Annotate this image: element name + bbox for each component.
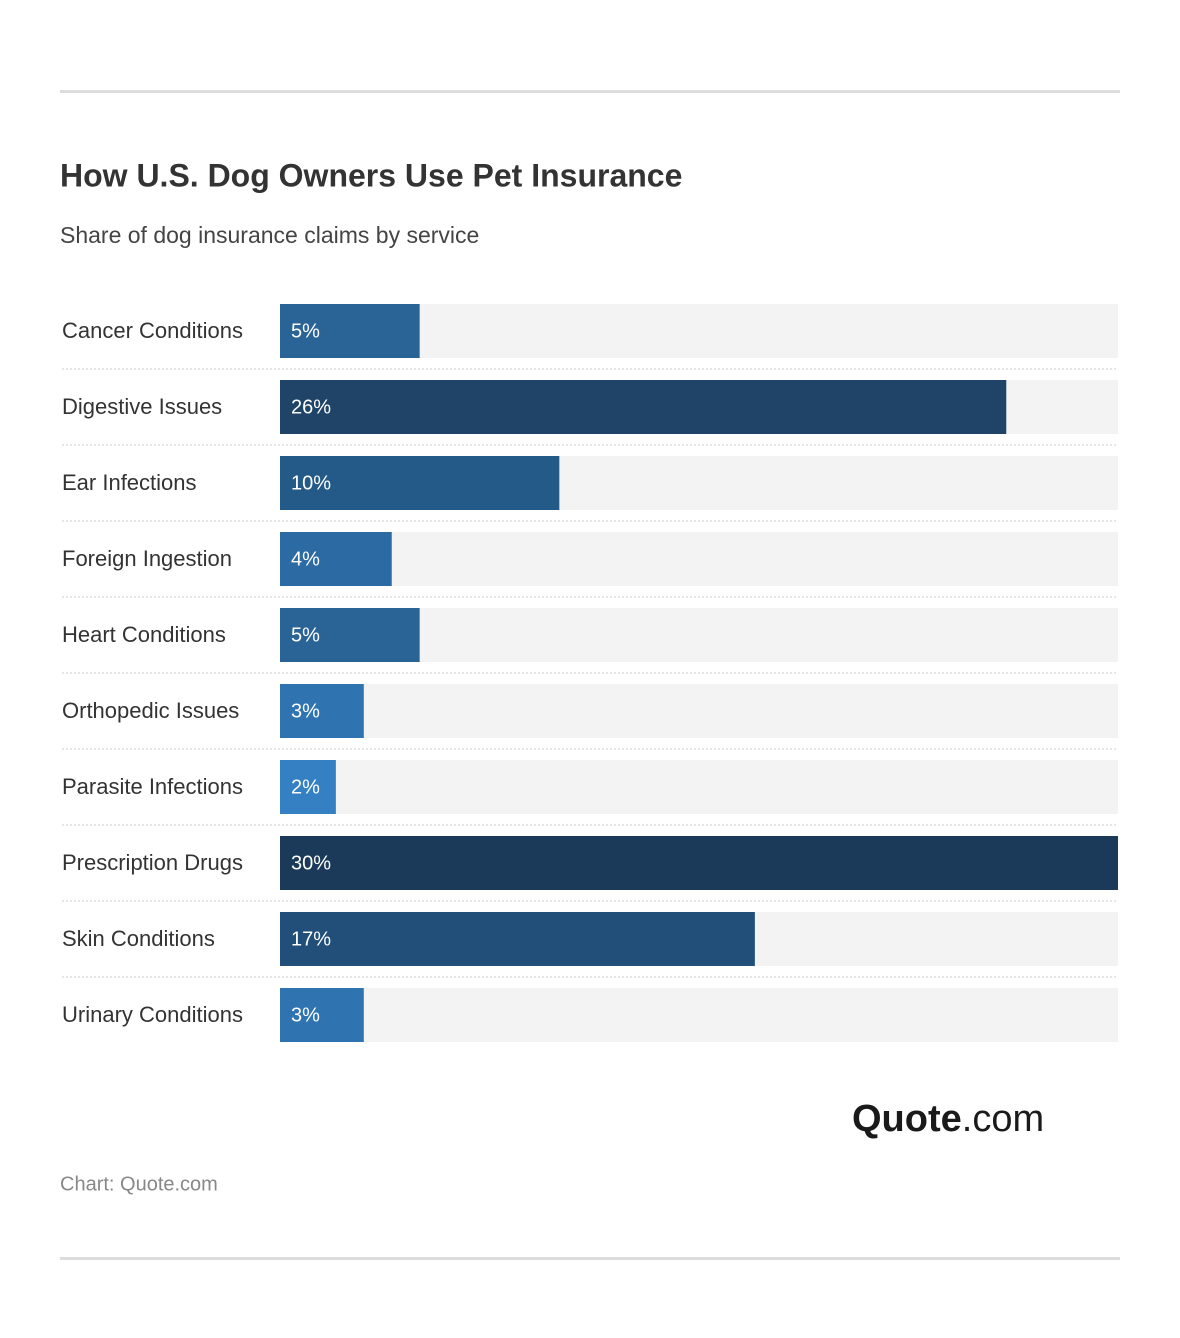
bar — [280, 684, 364, 738]
bar — [280, 380, 1007, 434]
y-tick-label: Skin Conditions — [62, 926, 215, 951]
y-tick-label: Orthopedic Issues — [62, 698, 239, 723]
value-label: 4% — [291, 548, 320, 570]
bar-track — [280, 684, 1118, 738]
top-rule — [60, 90, 1120, 93]
value-label: 3% — [291, 700, 320, 722]
bar — [280, 760, 336, 814]
y-tick-label: Ear Infections — [62, 470, 197, 495]
value-label: 3% — [291, 1004, 320, 1026]
value-label: 5% — [291, 624, 320, 646]
bar-track — [280, 760, 1118, 814]
y-tick-label: Parasite Infections — [62, 774, 243, 799]
y-tick-label: Digestive Issues — [62, 394, 222, 419]
chart-title: How U.S. Dog Owners Use Pet Insurance — [60, 157, 682, 193]
bar — [280, 988, 364, 1042]
y-tick-label: Prescription Drugs — [62, 850, 243, 875]
chart-subtitle: Share of dog insurance claims by service — [60, 222, 479, 248]
y-tick-label: Heart Conditions — [62, 622, 226, 647]
value-label: 5% — [291, 320, 320, 342]
value-label: 26% — [291, 396, 331, 418]
y-tick-label: Foreign Ingestion — [62, 546, 232, 571]
bar — [280, 836, 1118, 890]
logo-rest: .com — [962, 1098, 1044, 1140]
y-tick-label: Cancer Conditions — [62, 318, 243, 343]
logo-bold: Quote — [852, 1098, 962, 1140]
bottom-rule — [60, 1257, 1120, 1260]
bar — [280, 912, 755, 966]
bar-track — [280, 532, 1118, 586]
bar-track — [280, 988, 1118, 1042]
bar — [280, 532, 392, 586]
y-tick-label: Urinary Conditions — [62, 1002, 243, 1027]
logo: Quote.com — [852, 1098, 1044, 1140]
value-label: 30% — [291, 852, 331, 874]
value-label: 10% — [291, 472, 331, 494]
value-label: 2% — [291, 776, 320, 798]
bar — [280, 608, 420, 662]
bar — [280, 456, 560, 510]
bar — [280, 304, 420, 358]
value-label: 17% — [291, 928, 331, 950]
source: Chart: Quote.com — [60, 1173, 218, 1195]
